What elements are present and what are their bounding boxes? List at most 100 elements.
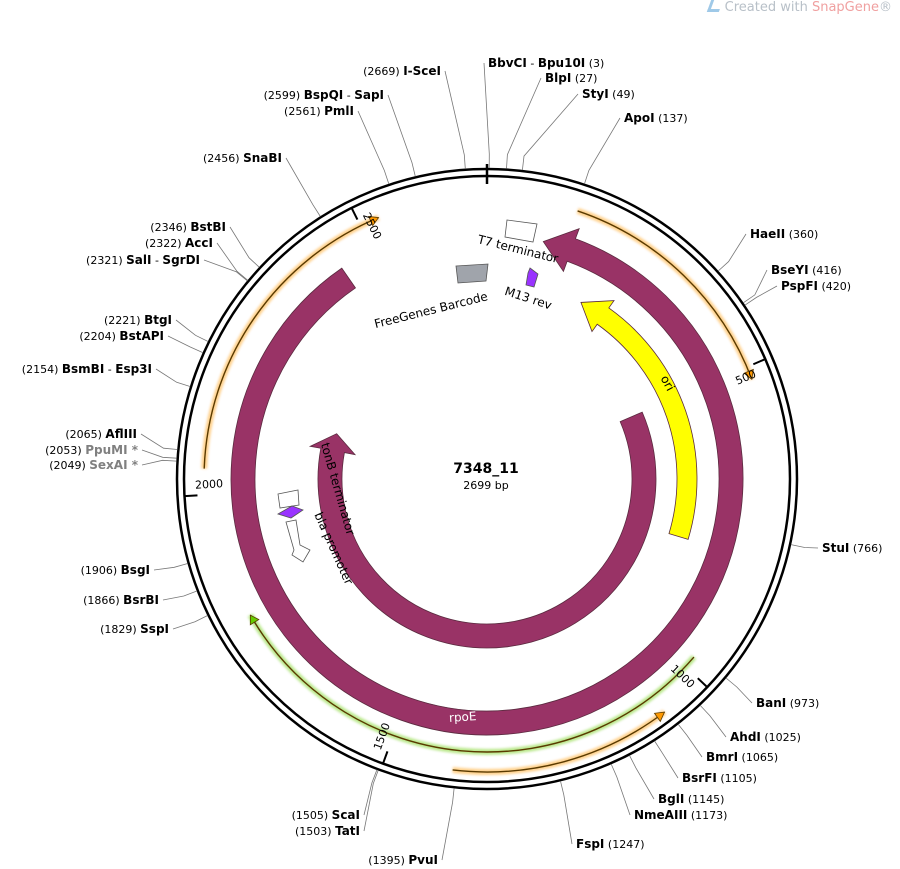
site-label[interactable]: FspI (1247) (576, 837, 644, 851)
site-iscei[interactable]: (2669) I-SceI (363, 64, 466, 169)
site-label[interactable]: BmrI (1065) (706, 750, 778, 764)
site-label[interactable]: BseYI (416) (771, 263, 842, 277)
site-label[interactable]: BanI (973) (756, 696, 819, 710)
feature-freegenes-barcode (455, 263, 489, 284)
outer-arc (452, 709, 667, 775)
site-label[interactable]: AhdI (1025) (730, 730, 801, 744)
site-label[interactable]: (2561) PmlI (284, 104, 354, 118)
site-label[interactable]: BlpI (27) (545, 71, 597, 85)
site-label[interactable]: (1829) SspI (100, 622, 169, 636)
site-ppumi[interactable]: (2053) PpuMI * (45, 443, 177, 459)
site-label[interactable]: (2204) BstAPI (79, 329, 164, 343)
site-label[interactable]: (2669) I-SceI (363, 64, 441, 78)
site-sali[interactable]: (2321) SalI - SgrDI (86, 253, 248, 282)
site-label[interactable]: (2154) BsmBI - Esp3I (22, 362, 152, 376)
site-fspi[interactable]: FspI (1247) (560, 781, 645, 851)
site-bsrfi[interactable]: BsrFI (1105) (654, 740, 757, 785)
site-sexai[interactable]: (2049) SexAI * (49, 458, 177, 472)
site-pvui[interactable]: (1395) PvuI (368, 788, 455, 867)
site-label[interactable]: (2321) SalI - SgrDI (86, 253, 200, 267)
position-tick (184, 494, 198, 498)
site-bsgi[interactable]: (1906) BsgI (81, 563, 188, 577)
site-leader-line (790, 544, 819, 549)
site-label[interactable]: NmeAIII (1173) (634, 808, 727, 822)
site-leader-line (285, 157, 321, 217)
site-name: BsgI (121, 563, 150, 577)
site-leader-line (203, 259, 248, 282)
feature-m13-rev (525, 267, 539, 288)
site-bbvci[interactable]: BbvCI - Bpu10I (3) (483, 56, 604, 169)
site-label[interactable]: ApoI (137) (624, 111, 688, 125)
site-separator: - (151, 254, 162, 267)
site-position: (1395) (368, 854, 408, 867)
site-name: BspQI (304, 88, 344, 102)
site-label[interactable]: (1503) TatI (295, 824, 360, 838)
site-leader-line (699, 705, 727, 738)
site-name: AflIII (105, 427, 137, 441)
site-position: (1105) (717, 772, 757, 785)
site-stui[interactable]: StuI (766) (790, 541, 882, 555)
site-label[interactable]: (2599) BspQI - SapI (264, 88, 384, 102)
site-bstbi[interactable]: (2346) BstBI (150, 220, 260, 268)
site-label[interactable]: (1866) BsrBI (83, 593, 159, 607)
site-position: (2456) (203, 152, 243, 165)
site-bsmbi[interactable]: (2154) BsmBI - Esp3I (22, 362, 191, 387)
site-label[interactable]: StuI (766) (822, 541, 882, 555)
site-bgli[interactable]: BglI (1145) (629, 755, 725, 806)
site-position: (2204) (79, 330, 119, 343)
site-apoi[interactable]: ApoI (137) (584, 111, 688, 184)
site-name: PpuMI * (85, 443, 139, 457)
site-bspqi[interactable]: (2599) BspQI - SapI (264, 88, 416, 177)
site-pspfi[interactable]: PspFI (420) (744, 279, 851, 306)
site-bmri[interactable]: BmrI (1065) (677, 723, 778, 764)
feature-ori (580, 300, 698, 540)
feature-label-ori: ori (658, 373, 678, 393)
site-btgi[interactable]: (2221) BtgI (104, 313, 209, 342)
site-bseyi[interactable]: BseYI (416) (743, 263, 842, 304)
site-blpi[interactable]: BlpI (27) (506, 71, 598, 169)
feature-bla (308, 411, 657, 649)
site-leader-line (584, 117, 621, 184)
site-label[interactable]: (1906) BsgI (81, 563, 150, 577)
site-tati[interactable]: (1503) TatI (295, 770, 379, 838)
site-leader-line (153, 563, 188, 571)
site-sspi[interactable]: (1829) SspI (100, 615, 208, 637)
site-label[interactable]: (2346) BstBI (150, 220, 226, 234)
site-label[interactable]: StyI (49) (582, 87, 635, 101)
site-styi[interactable]: StyI (49) (522, 87, 635, 171)
site-bsrbi[interactable]: (1866) BsrBI (83, 590, 198, 607)
site-label[interactable]: PspFI (420) (781, 279, 851, 293)
site-pmli[interactable]: (2561) PmlI (284, 104, 390, 185)
site-name: BsrFI (682, 771, 717, 785)
site-label[interactable]: (2221) BtgI (104, 313, 172, 327)
position-tick (697, 677, 708, 688)
site-snabi[interactable]: (2456) SnaBI (203, 151, 321, 217)
site-name: BlpI (545, 71, 571, 85)
site-ahdi[interactable]: AhdI (1025) (699, 705, 801, 744)
site-label[interactable]: (2456) SnaBI (203, 151, 282, 165)
site-bani[interactable]: BanI (973) (725, 677, 819, 710)
site-position: (2154) (22, 363, 62, 376)
outer-arc-arrowhead-icon (249, 614, 260, 626)
site-haeii[interactable]: HaeII (360) (717, 227, 818, 272)
site-position: (1866) (83, 594, 123, 607)
site-label[interactable]: (1505) ScaI (292, 808, 360, 822)
site-acci[interactable]: (2322) AccI (145, 236, 249, 281)
site-label[interactable]: (1395) PvuI (368, 853, 438, 867)
site-position: (1145) (684, 793, 724, 806)
site-scai[interactable]: (1505) ScaI (292, 769, 378, 822)
site-position: (2599) (264, 89, 304, 102)
site-label[interactable]: (2053) PpuMI * (45, 443, 139, 457)
site-nmeaiii[interactable]: NmeAIII (1173) (610, 763, 727, 822)
site-label[interactable]: BsrFI (1105) (682, 771, 757, 785)
site-label[interactable]: HaeII (360) (750, 227, 818, 241)
site-label[interactable]: (2065) AflIII (65, 427, 137, 441)
site-label[interactable]: (2049) SexAI * (49, 458, 139, 472)
site-label[interactable]: BglI (1145) (658, 792, 724, 806)
site-name: BbvCI (488, 56, 527, 70)
site-leader-line (522, 93, 579, 171)
site-label[interactable]: BbvCI - Bpu10I (3) (488, 56, 604, 70)
site-bstapi[interactable]: (2204) BstAPI (79, 329, 203, 353)
site-label[interactable]: (2322) AccI (145, 236, 213, 250)
site-afliii[interactable]: (2065) AflIII (65, 427, 178, 450)
